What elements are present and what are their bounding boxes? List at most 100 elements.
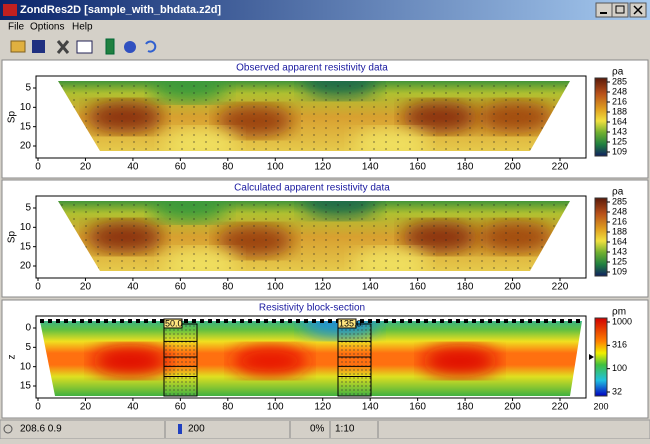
electrode: [424, 319, 428, 323]
anomaly: [232, 344, 308, 377]
y-tick-label: 15: [20, 241, 32, 252]
x-tick-label: 120: [314, 282, 331, 293]
electrode: [392, 319, 396, 323]
electrode: [512, 319, 516, 323]
anomaly: [422, 344, 498, 377]
x-tick-label: 160: [409, 282, 426, 293]
app-icon: [3, 4, 17, 16]
title-bar: [0, 0, 650, 20]
colorbar-label: 125: [612, 256, 627, 266]
x-tick-label: 40: [127, 402, 139, 413]
electrode: [552, 319, 556, 323]
y-tick-label: 10: [20, 222, 32, 233]
electrode: [432, 319, 436, 323]
x-tick-label: 140: [362, 162, 379, 173]
x-tick-label: 180: [457, 282, 474, 293]
y-axis-label: Sp: [7, 230, 18, 243]
electrode: [216, 319, 220, 323]
electrode: [56, 319, 60, 323]
electrode: [456, 319, 460, 323]
electrode: [152, 319, 156, 323]
y-tick-label: 20: [20, 141, 32, 152]
section-image: [40, 321, 582, 396]
y-tick-label: 10: [20, 361, 32, 372]
electrode: [248, 319, 252, 323]
save-button[interactable]: [32, 40, 45, 53]
status-value: 200: [188, 424, 205, 435]
minimize-button[interactable]: [595, 2, 613, 18]
data-points: [58, 81, 570, 151]
x-tick-label: 180: [457, 162, 474, 173]
menu-item[interactable]: Help: [72, 22, 93, 33]
borehole: [163, 323, 198, 397]
borehole: [337, 323, 372, 397]
plot-frame: [35, 315, 587, 399]
plot-frame: [35, 75, 587, 159]
electrode: [296, 319, 300, 323]
electrode: [408, 319, 412, 323]
x-tick-label: 100: [267, 162, 284, 173]
menu-item[interactable]: Options: [30, 22, 64, 33]
section-image: [58, 81, 570, 151]
window-title: ZondRes2D [sample_with_bhdata.z2d]: [20, 4, 221, 16]
panel-title: Resistivity block-section: [259, 303, 365, 314]
x-tick-label: 220: [552, 162, 569, 173]
electrode: [320, 319, 324, 323]
maximize-button[interactable]: [611, 2, 629, 18]
status-scale: 1:10: [335, 424, 355, 435]
electrode: [472, 319, 476, 323]
x-tick-label: 40: [127, 282, 139, 293]
electrode: [120, 319, 124, 323]
panel-title: Observed apparent resistivity data: [236, 63, 388, 74]
data-points: [58, 201, 570, 271]
colorbar-label: 188: [612, 226, 627, 236]
x-tick-label: 60: [175, 162, 187, 173]
electrode: [504, 319, 508, 323]
x-tick-label: 100: [267, 402, 284, 413]
x-tick-label: 120: [314, 402, 331, 413]
electrode: [208, 319, 212, 323]
electrode: [488, 319, 492, 323]
electrode: [480, 319, 484, 323]
borehole-label: 50.0: [165, 318, 183, 328]
electrode: [224, 319, 228, 323]
y-tick-label: 5: [25, 83, 31, 94]
x-tick-label: 40: [127, 162, 139, 173]
electrode: [576, 319, 580, 323]
colorbar-label: 32: [612, 386, 622, 396]
electrode: [280, 319, 284, 323]
electrode: [256, 319, 260, 323]
electrode: [104, 319, 108, 323]
x-tick-label: 0: [35, 162, 41, 173]
colorbar-label: 188: [612, 106, 627, 116]
x-tick-label: 220: [552, 282, 569, 293]
toolbar: [10, 38, 157, 55]
model-button[interactable]: [105, 38, 115, 55]
electrode: [440, 319, 444, 323]
section-image: [58, 201, 570, 271]
x-tick-label: 20: [80, 162, 92, 173]
electrode: [288, 319, 292, 323]
y-axis-label: Sp: [7, 110, 18, 123]
undo-button[interactable]: [145, 40, 157, 53]
colorbar-label: 285: [612, 76, 627, 86]
tools-button[interactable]: [56, 40, 70, 54]
x-tick-label: 80: [222, 282, 234, 293]
electrode: [160, 319, 164, 323]
colorbar-label: 316: [612, 340, 627, 350]
open-button[interactable]: [10, 40, 26, 53]
x-tick-label: 140: [362, 402, 379, 413]
table-button[interactable]: [76, 40, 93, 54]
electrode: [304, 319, 308, 323]
colorbar-caption: 200: [593, 401, 608, 411]
invert-button[interactable]: [124, 41, 136, 53]
colorbar-unit: ρm: [612, 307, 626, 318]
electrode: [64, 319, 68, 323]
electrode: [496, 319, 500, 323]
electrode: [80, 319, 84, 323]
menu-item[interactable]: File: [8, 22, 25, 33]
x-tick-label: 160: [409, 402, 426, 413]
colorbar-label: 164: [612, 116, 627, 126]
